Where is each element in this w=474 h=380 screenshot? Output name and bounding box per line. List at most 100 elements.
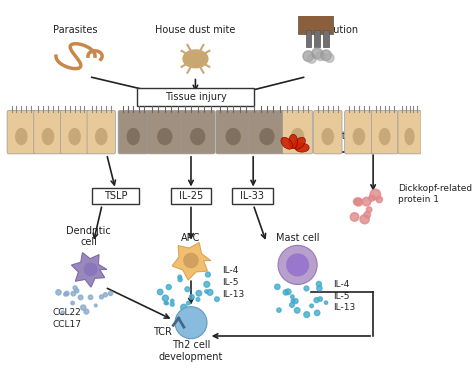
Ellipse shape	[380, 128, 390, 144]
Circle shape	[94, 304, 97, 307]
Text: IL-25: IL-25	[179, 191, 203, 201]
Circle shape	[370, 189, 381, 200]
Circle shape	[56, 290, 61, 295]
Ellipse shape	[184, 253, 198, 268]
Circle shape	[196, 298, 200, 301]
Ellipse shape	[322, 128, 333, 144]
Circle shape	[355, 198, 363, 206]
Circle shape	[317, 286, 322, 291]
Circle shape	[166, 285, 171, 290]
Ellipse shape	[226, 128, 240, 144]
Circle shape	[350, 213, 359, 221]
Circle shape	[360, 215, 369, 224]
Circle shape	[205, 290, 208, 293]
Circle shape	[61, 311, 64, 315]
Circle shape	[325, 54, 334, 62]
Circle shape	[78, 295, 83, 300]
Circle shape	[312, 48, 322, 59]
FancyBboxPatch shape	[398, 110, 421, 154]
Ellipse shape	[183, 50, 208, 68]
FancyBboxPatch shape	[216, 110, 251, 154]
Text: TCR: TCR	[153, 326, 172, 337]
Circle shape	[73, 286, 77, 290]
FancyBboxPatch shape	[371, 110, 398, 154]
Ellipse shape	[84, 263, 97, 276]
Ellipse shape	[260, 128, 274, 144]
FancyBboxPatch shape	[92, 188, 138, 204]
Circle shape	[285, 289, 291, 294]
Circle shape	[304, 312, 310, 318]
Ellipse shape	[42, 128, 54, 144]
Circle shape	[291, 299, 295, 302]
Circle shape	[354, 198, 361, 205]
Bar	[323, 30, 328, 47]
FancyBboxPatch shape	[147, 110, 182, 154]
Circle shape	[81, 305, 86, 310]
FancyBboxPatch shape	[345, 110, 373, 154]
Circle shape	[204, 282, 210, 287]
Circle shape	[364, 212, 371, 218]
Bar	[314, 30, 320, 47]
FancyBboxPatch shape	[118, 110, 148, 154]
Circle shape	[164, 301, 167, 305]
Circle shape	[207, 290, 213, 295]
Circle shape	[103, 293, 108, 297]
Circle shape	[178, 278, 182, 282]
FancyBboxPatch shape	[87, 110, 116, 154]
FancyBboxPatch shape	[7, 110, 36, 154]
Text: Th2 cell
development: Th2 cell development	[159, 340, 223, 362]
Text: Mast cell: Mast cell	[276, 233, 319, 243]
Circle shape	[190, 294, 194, 299]
FancyBboxPatch shape	[60, 110, 89, 154]
Circle shape	[165, 302, 168, 305]
Text: TSLP: TSLP	[104, 191, 127, 201]
FancyBboxPatch shape	[298, 3, 333, 34]
Circle shape	[71, 291, 75, 296]
Circle shape	[205, 272, 210, 277]
Text: Air pollution: Air pollution	[299, 25, 358, 35]
Circle shape	[175, 307, 207, 339]
Text: House dust mite: House dust mite	[155, 25, 236, 35]
Text: APC: APC	[182, 233, 201, 243]
Polygon shape	[72, 253, 107, 287]
Ellipse shape	[127, 128, 139, 144]
Circle shape	[376, 196, 383, 203]
Circle shape	[314, 310, 320, 316]
FancyBboxPatch shape	[171, 188, 211, 204]
Circle shape	[185, 287, 190, 292]
Circle shape	[278, 245, 317, 285]
Text: IL-33: IL-33	[240, 191, 264, 201]
Ellipse shape	[353, 128, 365, 144]
Circle shape	[286, 253, 309, 277]
Ellipse shape	[293, 137, 305, 149]
Circle shape	[318, 297, 322, 301]
Circle shape	[283, 290, 288, 295]
Circle shape	[88, 295, 93, 299]
Circle shape	[84, 309, 89, 314]
Circle shape	[178, 275, 182, 279]
Circle shape	[65, 291, 69, 296]
FancyBboxPatch shape	[250, 110, 284, 154]
Circle shape	[163, 295, 168, 301]
Ellipse shape	[96, 128, 107, 144]
Circle shape	[71, 301, 74, 305]
Circle shape	[290, 302, 294, 307]
Ellipse shape	[405, 128, 414, 144]
Circle shape	[294, 307, 300, 313]
FancyBboxPatch shape	[180, 110, 215, 154]
FancyBboxPatch shape	[283, 110, 313, 154]
Circle shape	[75, 289, 79, 293]
FancyBboxPatch shape	[314, 110, 342, 154]
Circle shape	[307, 54, 316, 63]
Circle shape	[321, 50, 331, 60]
Text: Tissue injury: Tissue injury	[164, 92, 226, 102]
Circle shape	[170, 302, 174, 306]
Ellipse shape	[289, 135, 298, 149]
Circle shape	[291, 295, 294, 299]
Circle shape	[277, 308, 281, 312]
Circle shape	[304, 286, 309, 291]
Ellipse shape	[281, 137, 293, 149]
Text: Parasites: Parasites	[53, 25, 98, 35]
Text: IL-4
IL-5
IL-13: IL-4 IL-5 IL-13	[222, 266, 244, 299]
Circle shape	[274, 284, 280, 290]
